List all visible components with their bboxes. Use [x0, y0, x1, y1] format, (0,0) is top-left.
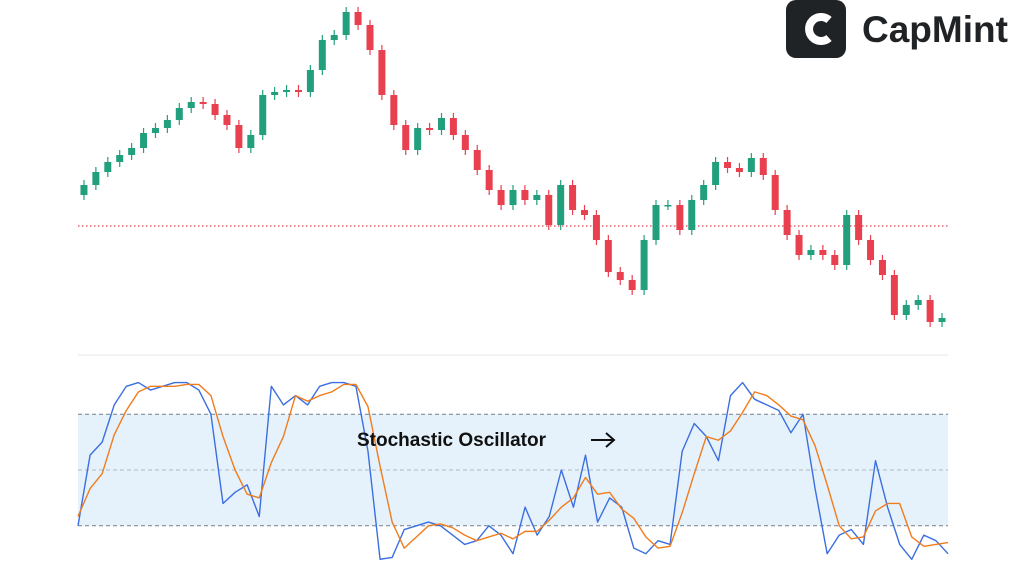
candle-body	[414, 128, 422, 150]
candle-body	[330, 35, 338, 40]
candle-body	[878, 260, 886, 275]
candle-body	[223, 115, 231, 125]
candle-body	[283, 90, 291, 92]
candle-body	[604, 240, 612, 272]
candle-body	[914, 300, 922, 305]
logo-badge	[786, 0, 846, 58]
oscillator-pane	[77, 381, 949, 560]
candle-body	[676, 205, 684, 230]
candle-body	[843, 215, 851, 265]
candle-body	[390, 95, 398, 125]
logo-icon	[805, 13, 832, 45]
annotation-arrow	[591, 432, 616, 448]
candle-body	[926, 300, 934, 322]
candle-body	[235, 125, 243, 148]
candle-body	[759, 158, 767, 175]
candle-body	[819, 250, 827, 255]
candle-body	[938, 318, 946, 322]
oscillator-line	[77, 381, 949, 560]
candle-body	[473, 150, 481, 170]
candle-body	[437, 118, 445, 130]
candle-body	[771, 175, 779, 210]
candle-body	[855, 215, 863, 240]
price-pane	[78, 7, 948, 327]
candle-body	[521, 190, 529, 200]
candle-body	[509, 190, 517, 205]
candle-body	[747, 158, 755, 172]
candle-body	[712, 162, 720, 185]
candle-body	[92, 172, 100, 185]
oscillator-line	[77, 383, 949, 549]
candle-body	[366, 25, 374, 50]
candle-body	[163, 120, 171, 128]
candle-body	[449, 118, 457, 135]
candle-body	[652, 205, 660, 240]
candle-body	[378, 50, 386, 95]
candle-body	[151, 128, 159, 133]
candle-body	[80, 185, 88, 195]
candle-body	[199, 102, 207, 104]
candle-body	[128, 148, 136, 155]
brand-name: CapMint	[862, 9, 1008, 50]
arrow-head	[605, 432, 616, 448]
candle-body	[581, 210, 589, 215]
candle-body	[461, 135, 469, 150]
candle-body	[247, 135, 255, 148]
candle-body	[807, 250, 815, 255]
candle-body	[664, 205, 672, 207]
oscillator-band	[78, 414, 948, 526]
candle-body	[616, 272, 624, 280]
candle-body	[628, 280, 636, 290]
candle-body	[902, 305, 910, 315]
candle-body	[294, 90, 302, 92]
candle-body	[533, 195, 541, 200]
candle-body	[271, 92, 279, 95]
candle-body	[545, 195, 553, 225]
candle-body	[795, 235, 803, 255]
candle-body	[867, 240, 875, 260]
candle-body	[497, 190, 505, 205]
candle-body	[342, 12, 350, 35]
candle-body	[402, 125, 410, 150]
candle-body	[485, 170, 493, 190]
candle-body	[426, 128, 434, 130]
candle-body	[140, 133, 148, 148]
candle-body	[175, 108, 183, 120]
oscillator-background	[78, 413, 948, 527]
annotation: Stochastic Oscillator	[357, 430, 547, 451]
candle-body	[318, 40, 326, 70]
candle-body	[354, 12, 362, 25]
candle-body	[187, 102, 195, 108]
candle-body	[890, 275, 898, 315]
candle-body	[831, 255, 839, 265]
candle-body	[116, 155, 124, 162]
candle-body	[104, 162, 112, 172]
candle-body	[211, 104, 219, 115]
candle-body	[557, 185, 565, 225]
candle-body	[569, 185, 577, 210]
candle-body	[700, 185, 708, 200]
candle-body	[640, 240, 648, 290]
candle-body	[306, 70, 314, 92]
candle-body	[783, 210, 791, 235]
candle-body	[592, 215, 600, 240]
candle-body	[259, 95, 267, 135]
candle-body	[735, 168, 743, 172]
candle-body	[688, 200, 696, 230]
candle-body	[724, 162, 732, 168]
logo: CapMint	[786, 0, 1008, 58]
